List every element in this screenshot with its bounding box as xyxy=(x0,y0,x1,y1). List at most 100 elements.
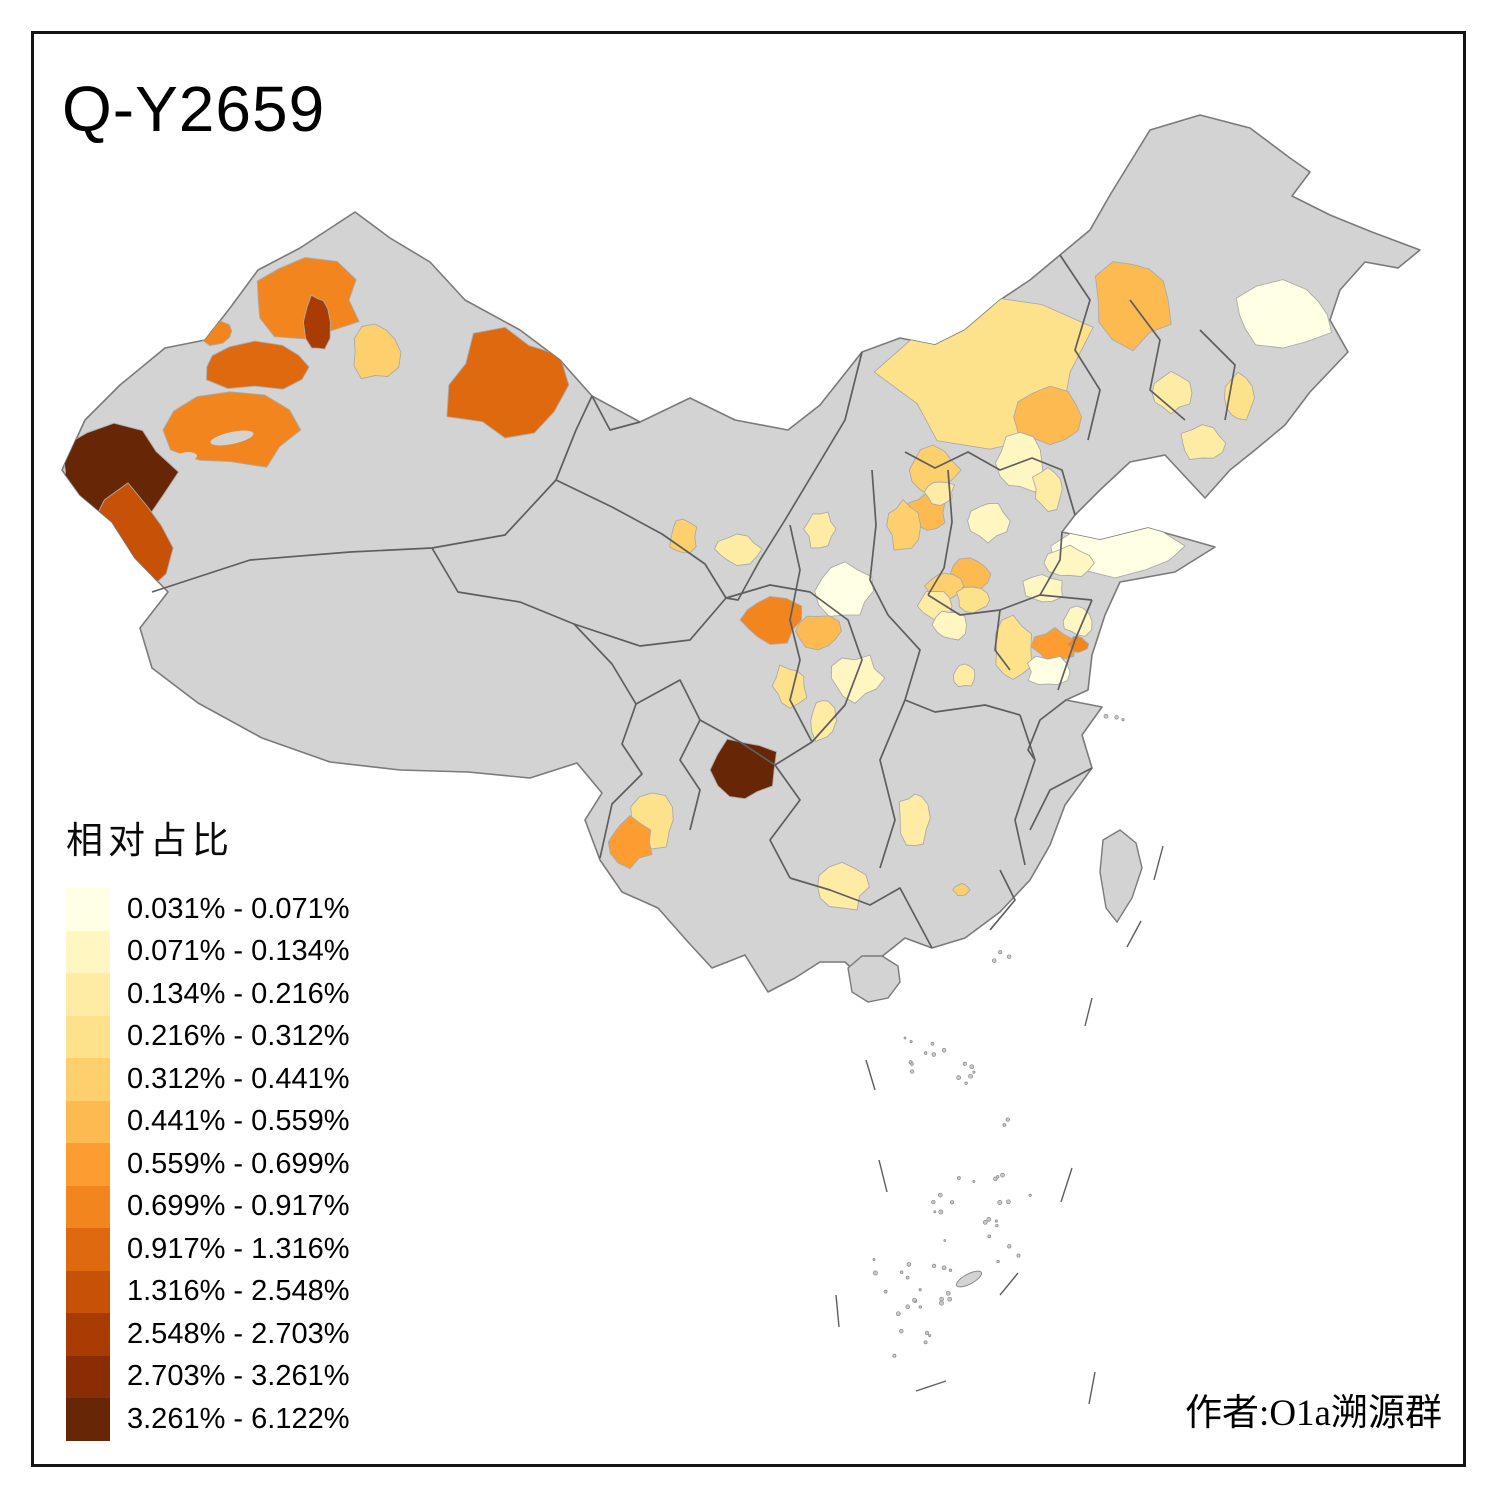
islet-dot xyxy=(1028,1193,1032,1197)
islet-dot xyxy=(993,1176,998,1182)
province-border xyxy=(635,679,813,766)
islet-dot xyxy=(899,1270,904,1275)
nine-dash-segment xyxy=(999,1272,1019,1296)
islet-dot xyxy=(956,1075,962,1080)
province-border xyxy=(725,584,863,743)
islet-dot xyxy=(1007,1244,1012,1249)
legend-range-label: 0.216% - 0.312% xyxy=(127,1020,350,1053)
nine-dash-segment xyxy=(1060,1167,1073,1203)
legend-row: 3.261% - 6.122% xyxy=(66,1398,349,1441)
islet-dot xyxy=(972,1179,976,1183)
islet-dot xyxy=(948,1268,953,1272)
prefecture-region xyxy=(830,654,886,704)
legend-range-label: 0.917% - 1.316% xyxy=(127,1232,350,1265)
islet-dot xyxy=(996,1175,1000,1179)
legend-row: 0.699% - 0.917% xyxy=(66,1185,350,1228)
legend-range-label: 3.261% - 6.122% xyxy=(127,1402,350,1435)
islet-dot xyxy=(1005,1117,1010,1122)
province-border xyxy=(1129,299,1186,421)
islet-dot xyxy=(872,1258,876,1261)
prefecture-region xyxy=(206,340,310,390)
prefecture-region xyxy=(1027,655,1071,686)
islet-dot xyxy=(947,1296,953,1302)
islet-dot xyxy=(924,1330,930,1335)
islet-dot xyxy=(905,1275,910,1280)
islet-dot xyxy=(1000,1172,1005,1178)
province-border xyxy=(591,395,641,431)
legend-swatch xyxy=(66,1100,110,1143)
islet-dot xyxy=(945,1290,951,1296)
islet-dot xyxy=(1114,715,1119,720)
islet-dot xyxy=(906,1262,912,1267)
legend-row: 2.703% - 3.261% xyxy=(66,1355,350,1398)
legend-range-label: 0.699% - 0.917% xyxy=(127,1190,350,1223)
islet-dot xyxy=(994,1219,998,1223)
prefecture-region xyxy=(1235,279,1333,349)
islet-dot xyxy=(910,1062,914,1066)
province-border xyxy=(989,869,1016,931)
islet-dot xyxy=(986,1217,992,1222)
legend-swatch xyxy=(66,1185,110,1228)
islet-dot xyxy=(918,1288,922,1292)
hainan-island xyxy=(847,955,901,1003)
prefecture-region xyxy=(952,882,971,897)
islet-dot xyxy=(895,1311,901,1317)
prefecture-region xyxy=(739,596,803,645)
legend-swatch xyxy=(66,1143,110,1186)
islet xyxy=(955,1270,983,1288)
province-border xyxy=(879,699,906,869)
islet-dot xyxy=(1121,718,1125,722)
south-china-sea-islets xyxy=(872,713,1125,1358)
legend-range-label: 0.071% - 0.134% xyxy=(127,935,350,968)
province-border xyxy=(573,597,727,647)
islet-dot xyxy=(909,1069,915,1074)
province-border xyxy=(887,614,1021,716)
province-border xyxy=(1029,767,1093,831)
islet-dot xyxy=(968,1073,973,1079)
legend-row: 0.559% - 0.699% xyxy=(66,1143,349,1186)
islet-dot xyxy=(931,1263,937,1269)
nine-dash-segment xyxy=(865,1059,876,1091)
nine-dash-segment xyxy=(1153,845,1164,881)
islet-dot xyxy=(941,1048,947,1053)
islet-dot xyxy=(1006,954,1012,959)
province-border xyxy=(1014,714,1036,866)
prefecture-region xyxy=(814,561,874,617)
legend-row: 1.316% - 2.548% xyxy=(66,1270,349,1313)
prefecture-region xyxy=(1180,424,1227,461)
legend-range-label: 2.548% - 2.703% xyxy=(127,1317,350,1350)
prefecture-region xyxy=(1032,466,1063,512)
islet-dot xyxy=(1016,1253,1021,1258)
islet-dot xyxy=(923,1051,928,1055)
legend-range-label: 0.441% - 0.559% xyxy=(127,1105,350,1138)
legend-range-label: 2.703% - 3.261% xyxy=(127,1360,350,1393)
nine-dash-segment xyxy=(1088,1371,1096,1405)
province-border xyxy=(679,719,701,831)
legend-row: 0.031% - 0.071% xyxy=(66,888,349,931)
islet-dot xyxy=(982,1220,988,1225)
legend-row: 0.071% - 0.134% xyxy=(66,930,350,973)
islet-dot xyxy=(931,1199,936,1205)
legend-range-label: 0.134% - 0.216% xyxy=(127,977,350,1010)
islet-dot xyxy=(923,1340,928,1345)
legend-swatch xyxy=(66,1355,110,1398)
islet-dot xyxy=(995,1223,999,1228)
islet-dot xyxy=(918,1305,922,1309)
prefecture-region xyxy=(956,586,991,614)
author-credit: 作者:O1a溯源群 xyxy=(1185,1393,1442,1434)
islet-dot xyxy=(928,1333,932,1338)
province-borders xyxy=(151,254,1236,949)
legend-swatch xyxy=(66,930,110,973)
nine-dash-segment xyxy=(1126,920,1142,948)
islet-dot xyxy=(962,1061,967,1066)
legend-swatch xyxy=(66,1398,110,1441)
province-border xyxy=(927,469,953,596)
islet-dot xyxy=(883,1289,888,1294)
islet-dot xyxy=(964,1081,968,1085)
islet-dot xyxy=(938,1209,944,1215)
nine-dash-segment xyxy=(915,1380,947,1392)
prefecture-region xyxy=(886,499,922,551)
lakes xyxy=(179,430,254,460)
legend-swatch xyxy=(66,1015,110,1058)
